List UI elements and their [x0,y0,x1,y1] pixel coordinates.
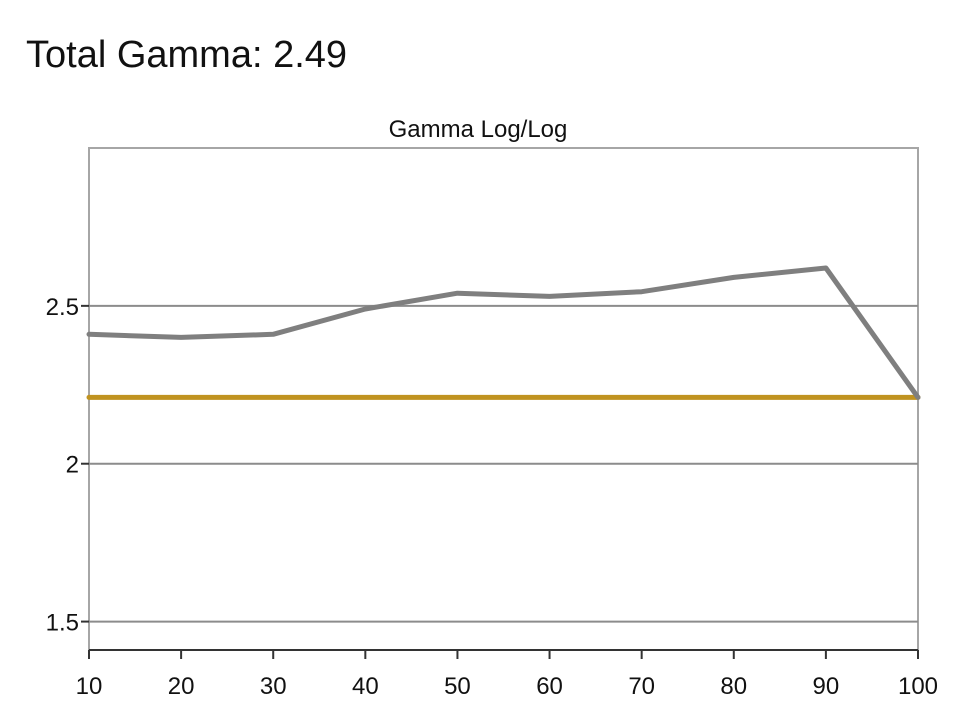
total-gamma-heading: Total Gamma: 2.49 [26,36,347,74]
axes: 1.5 2 2.5 10 20 30 40 50 60 70 80 90 100 [46,294,938,700]
y-tick-label: 1.5 [46,610,79,637]
x-tick-label: 90 [813,673,840,700]
y-tick-label: 2 [66,452,79,479]
gamma-series-line [86,265,921,400]
y-tick-label: 2.5 [46,294,79,321]
x-tick-label: 30 [260,673,287,700]
x-tick-label: 60 [536,673,563,700]
x-tick-label: 50 [444,673,471,700]
total-gamma-label: Total Gamma: [26,34,263,76]
total-gamma-value: 2.49 [273,34,348,76]
x-tick-label: 100 [898,673,938,700]
x-tick-label: 40 [352,673,379,700]
x-tick-label: 70 [628,673,655,700]
chart-title: Gamma Log/Log [389,116,568,143]
grid-lines [89,304,918,623]
x-tick-label: 80 [720,673,747,700]
series-lines [86,265,921,400]
x-tick-label: 20 [168,673,195,700]
x-tick-label: 10 [76,673,103,700]
